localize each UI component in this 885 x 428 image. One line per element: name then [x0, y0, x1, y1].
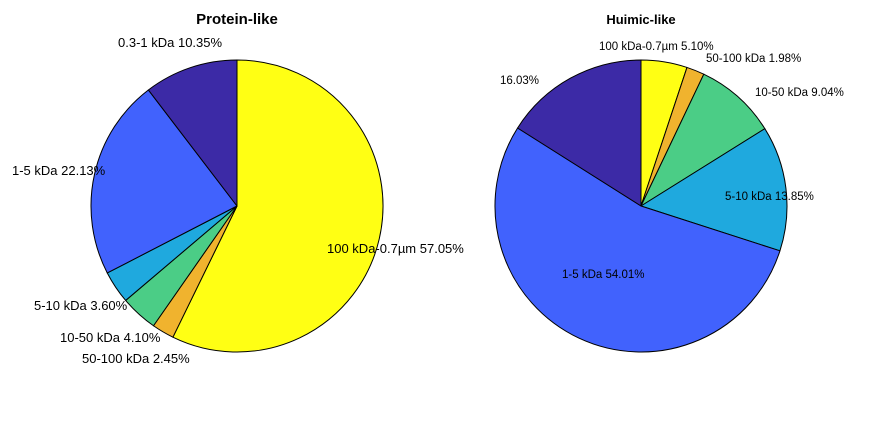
- protein-like-label-1-5-kda: 1-5 kDa 22.13%: [12, 163, 106, 178]
- protein-like-slice-1-5-kda: [90, 89, 238, 274]
- huimic-like-label-50-100-kda: 50-100 kDa 1.98%: [706, 53, 801, 65]
- protein-like-slice-100-kda-0-7-m: [172, 59, 384, 353]
- huimic-like-label-100-kda-0-7-m: 100 kDa-0.7µm 5.10%: [599, 41, 714, 53]
- huimic-like-label-5-10-kda: 5-10 kDa 13.85%: [725, 191, 814, 203]
- huimic-like-pie-chart: Huimic-like 100 kDa-0.7µm 5.10%50-100 kD…: [494, 12, 844, 353]
- protein-like-label-5-10-kda: 5-10 kDa 3.60%: [34, 298, 128, 313]
- huimic-like-title: Huimic-like: [606, 12, 675, 27]
- protein-like-pie-chart: Protein-like 100 kDa-0.7µm 57.05% 50-100 …: [12, 11, 464, 366]
- huimic-like-slice-unlabeled: [517, 59, 642, 207]
- protein-like-label-50-100-kda: 50-100 kDa 2.45%: [82, 351, 190, 366]
- protein-like-label-0-3-1-kda: 0.3-1 kDa 10.35%: [118, 35, 223, 50]
- huimic-like-slice-1-5-kda: [494, 127, 781, 353]
- huimic-like-label-unlabeled: 16.03%: [500, 75, 539, 87]
- protein-like-slices: [90, 59, 384, 353]
- huimic-like-label-1-5-kda: 1-5 kDa 54.01%: [562, 269, 644, 281]
- huimic-like-slices: [494, 59, 788, 353]
- protein-like-slice-0-3-1-kda: [147, 59, 238, 207]
- protein-like-label-100-kda-0-7-m: 100 kDa-0.7µm 57.05%: [327, 241, 464, 256]
- huimic-like-label-10-50-kda: 10-50 kDa 9.04%: [755, 87, 844, 99]
- huimic-like-slice-5-10-kda: [640, 128, 788, 252]
- protein-like-title: Protein-like: [196, 11, 278, 28]
- protein-like-label-10-50-kda: 10-50 kDa 4.10%: [60, 330, 161, 345]
- protein-like-labels: 100 kDa-0.7µm 57.05% 50-100 kDa 2.45% 10-5…: [12, 35, 464, 366]
- huimic-like-labels: 100 kDa-0.7µm 5.10%50-100 kDa 1.98% 10-50…: [500, 41, 844, 281]
- huimic-like-slice-10-50-kda: [640, 73, 766, 207]
